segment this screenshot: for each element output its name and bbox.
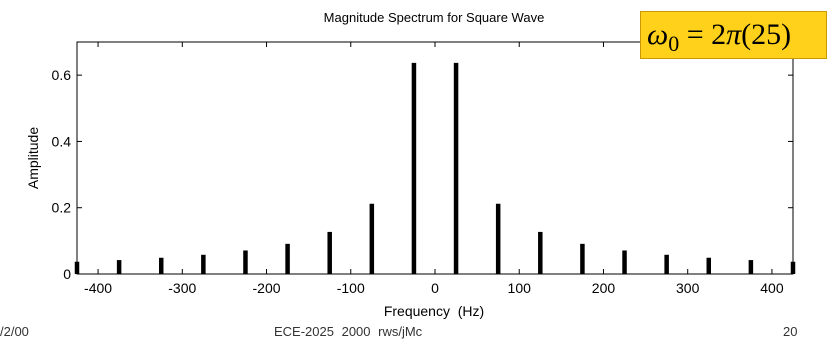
axis-ticks: -400 -300 -200 -100 0 100 200 300 400 0 0.2 0.4 0.6 (52, 42, 793, 296)
y-axis-label: Amplitude (25, 127, 41, 189)
x-tick-label: -100 (337, 280, 365, 296)
fundamental-frequency-annotation: ω0 = 2π(25) (640, 11, 827, 59)
x-tick-label: -400 (84, 280, 112, 296)
y-tick-label: 0.6 (52, 67, 72, 83)
spectrum-stems (74, 62, 796, 274)
y-tick-label: 0.4 (52, 133, 72, 149)
y-tick-label: 0 (63, 266, 71, 282)
frequency-factor: (25) (741, 18, 792, 51)
y-tick-label: 0.2 (52, 200, 72, 216)
x-tick-label: -300 (168, 280, 196, 296)
omega-symbol: ω (647, 18, 669, 51)
footer-course: ECE-2025 2000 rws/jMc (274, 324, 423, 339)
x-tick-label: 200 (592, 280, 616, 296)
equals-two: = 2 (679, 18, 727, 51)
chart-title: Magnitude Spectrum for Square Wave (324, 10, 545, 25)
plot-frame (76, 41, 794, 275)
x-tick-label: 100 (508, 280, 532, 296)
x-axis-label: Frequency (Hz) (384, 303, 484, 319)
omega-subscript: 0 (668, 31, 680, 56)
x-tick-label: -200 (253, 280, 281, 296)
footer-date: /2/00 (0, 324, 29, 339)
pi-symbol: π (726, 18, 742, 51)
footer-page-number: 20 (783, 324, 798, 339)
x-tick-label: 400 (760, 280, 784, 296)
x-tick-label: 300 (676, 280, 700, 296)
x-tick-label: 0 (431, 280, 439, 296)
